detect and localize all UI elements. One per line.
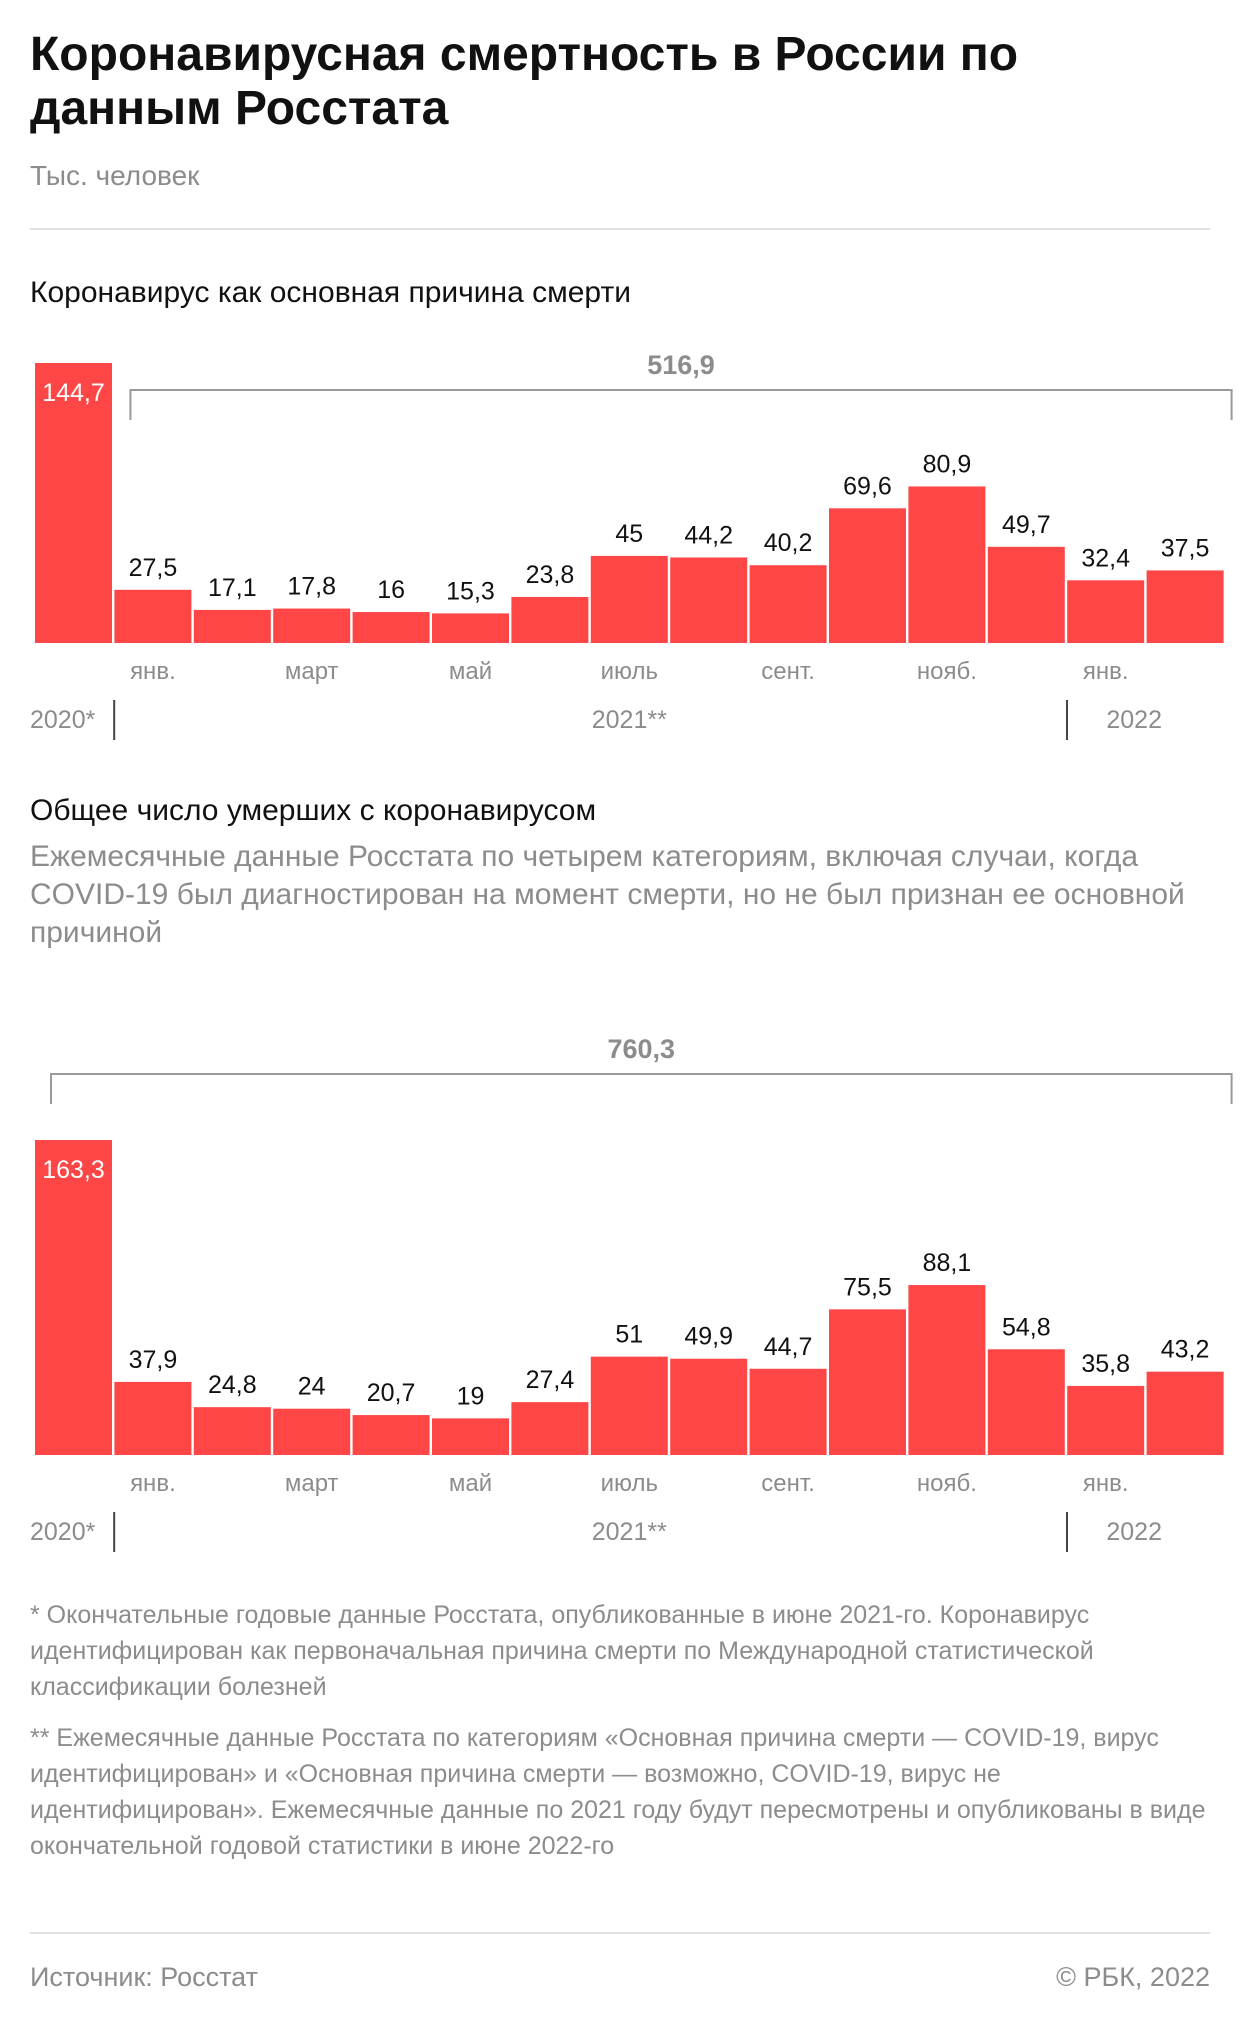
chart2-total-label: 760,3	[608, 1034, 676, 1064]
chart1-bar	[749, 565, 827, 643]
chart2-title: Общее число умерших с коронавирусом	[30, 794, 597, 827]
chart2-bar	[511, 1402, 589, 1455]
chart1-value-label: 23,8	[526, 561, 575, 589]
chart2-bar	[670, 1358, 748, 1455]
chart2-value-label: 51	[615, 1321, 643, 1349]
chart2-value-label: 44,7	[764, 1333, 813, 1361]
chart1-year-label: 2021**	[592, 706, 667, 734]
chart1-tick-label: янв.	[1083, 658, 1129, 685]
chart1-value-label: 27,5	[129, 554, 178, 582]
chart1-value-label: 49,7	[1002, 511, 1051, 539]
chart1-tick-label: янв.	[130, 658, 176, 685]
chart2-value-label: 54,8	[1002, 1313, 1051, 1341]
chart2-year-label: 2022	[1106, 1518, 1162, 1546]
chart1-year-label: 2022	[1106, 706, 1162, 734]
chart1-value-label: 45	[615, 520, 643, 548]
chart1-total-label: 516,9	[647, 350, 715, 380]
chart1-bar	[352, 612, 430, 643]
chart2-year-label: 2021**	[592, 1518, 667, 1546]
chart2-value-label: 24	[298, 1373, 326, 1401]
chart1-value-label: 40,2	[764, 529, 813, 557]
chart1-bar	[908, 486, 986, 643]
footnote-2: ** Ежемесячные данные Росстата по катего…	[30, 1724, 1206, 1860]
chart2-tick-label: сент.	[761, 1470, 815, 1497]
chart1-value-label: 80,9	[923, 450, 972, 478]
chart2-value-label: 27,4	[526, 1366, 575, 1394]
chart1-bar	[273, 608, 351, 643]
chart2-bar	[273, 1408, 351, 1455]
header-divider	[30, 228, 1210, 230]
chart2-bar	[432, 1418, 509, 1455]
chart2-bar	[908, 1285, 986, 1455]
chart1-tick-label: сент.	[761, 658, 815, 685]
chart2-tick-label: май	[449, 1470, 492, 1497]
page-title: Коронавирусная смертность в России по да…	[30, 28, 1019, 135]
chart2-bar	[35, 1140, 112, 1455]
chart1-tick-label: май	[449, 658, 492, 685]
chart2-total-deaths: 163,3 37,9 24,8 24 20,7 19 27,4 51 49,9 44,7 75,5 8…	[30, 1034, 1233, 1552]
chart2-value-label: 37,9	[129, 1346, 178, 1374]
chart2-tick-label: янв.	[130, 1470, 176, 1497]
chart2-value-label: 163,3	[42, 1156, 105, 1184]
chart1-value-label: 15,3	[446, 577, 495, 605]
chart2-bar	[352, 1415, 430, 1455]
chart2-total-bracket	[50, 1073, 1233, 1104]
chart1-bar	[432, 613, 509, 643]
chart1-bar	[829, 508, 906, 643]
chart2-bar	[193, 1407, 271, 1455]
chart2-bar	[829, 1309, 906, 1455]
chart2-value-label: 43,2	[1161, 1336, 1210, 1364]
chart2-bar	[749, 1368, 827, 1455]
chart2-bar	[987, 1349, 1065, 1455]
chart1-tick-label: июль	[601, 658, 658, 685]
chart1-value-label: 16	[377, 576, 405, 604]
chart2-bar	[1146, 1371, 1224, 1455]
chart2-description: Ежемесячные данные Росстата по четырем к…	[30, 840, 1185, 949]
chart1-value-label: 69,6	[843, 472, 892, 500]
chart2-year-label: 2020*	[30, 1518, 96, 1546]
chart1-bar	[1067, 580, 1145, 643]
chart1-value-label: 17,1	[208, 574, 257, 602]
chart1-value-label: 32,4	[1081, 544, 1130, 572]
footnote-1: * Окончательные годовые данные Росстата,…	[30, 1601, 1094, 1701]
chart1-bar	[1146, 570, 1224, 643]
chart1-value-label: 37,5	[1161, 534, 1210, 562]
chart2-tick-label: март	[285, 1470, 339, 1497]
footer-divider	[30, 1932, 1210, 1934]
chart1-bar	[193, 609, 271, 643]
chart2-value-label: 75,5	[843, 1273, 892, 1301]
chart2-value-label: 49,9	[684, 1323, 733, 1351]
chart2-value-label: 19	[457, 1382, 485, 1410]
chart2-value-label: 24,8	[208, 1371, 257, 1399]
unit-subtitle: Тыс. человек	[30, 160, 200, 191]
chart1-title: Коронавирус как основная причина смерти	[30, 276, 631, 309]
chart1-bar	[987, 546, 1065, 643]
chart1-bar	[35, 363, 112, 643]
chart1-tick-label: нояб.	[917, 658, 977, 685]
chart2-bar	[1067, 1385, 1145, 1455]
chart1-value-label: 44,2	[684, 521, 733, 549]
chart2-tick-label: янв.	[1083, 1470, 1129, 1497]
chart2-bar	[114, 1381, 192, 1455]
copyright: © РБК, 2022	[1056, 1962, 1210, 1992]
chart2-tick-label: нояб.	[917, 1470, 977, 1497]
chart1-value-label: 17,8	[287, 573, 336, 601]
chart1-bar	[114, 589, 192, 643]
chart2-value-label: 35,8	[1081, 1350, 1130, 1378]
source-note: Источник: Росстат	[30, 1962, 258, 1992]
chart2-value-label: 88,1	[923, 1249, 972, 1277]
chart1-tick-label: март	[285, 658, 339, 685]
chart1-bar	[590, 555, 668, 643]
chart1-year-label: 2020*	[30, 706, 96, 734]
chart1-bar	[670, 557, 748, 643]
chart1-total-bracket	[129, 389, 1233, 420]
chart1-main-cause: 144,7 27,5 17,1 17,8 16 15,3 23,8 45 44,2 40,2 69,…	[30, 350, 1233, 740]
chart2-tick-label: июль	[601, 1470, 658, 1497]
chart2-value-label: 20,7	[367, 1379, 416, 1407]
chart1-value-label: 144,7	[42, 379, 105, 407]
chart2-bar	[590, 1356, 668, 1455]
chart1-bar	[511, 596, 589, 643]
